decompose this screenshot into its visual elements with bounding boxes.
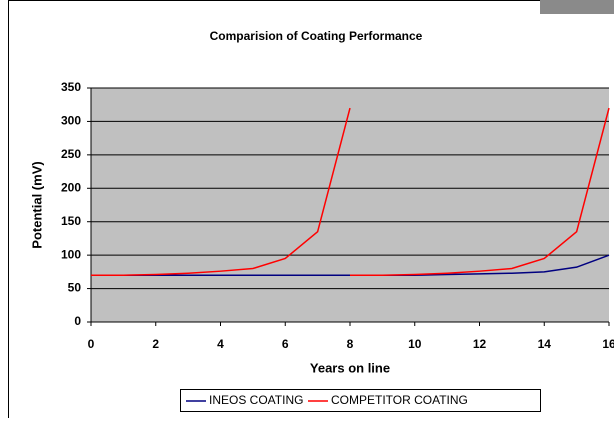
- chart-title: Comparision of Coating Performance: [210, 29, 423, 43]
- x-tick-label: 4: [217, 337, 224, 351]
- y-axis-title: Potential (mV): [29, 161, 44, 248]
- y-tick-label: 350: [61, 80, 81, 94]
- x-axis-title: Years on line: [310, 360, 390, 375]
- x-tick-label: 2: [152, 337, 159, 351]
- x-tick-label: 14: [538, 337, 552, 351]
- legend-label: INEOS COATING: [209, 393, 303, 407]
- x-tick-label: 10: [408, 337, 422, 351]
- x-tick-label: 6: [282, 337, 289, 351]
- y-tick-label: 100: [61, 247, 81, 261]
- x-tick-label: 12: [473, 337, 487, 351]
- y-tick-label: 0: [74, 314, 81, 328]
- plot-area: [91, 88, 609, 322]
- x-tick-label: 16: [602, 337, 614, 351]
- y-tick-label: 150: [61, 214, 81, 228]
- y-tick-label: 50: [68, 281, 82, 295]
- y-tick-label: 250: [61, 147, 81, 161]
- y-tick-label: 300: [61, 114, 81, 128]
- background-image-fragment: [540, 0, 614, 14]
- legend-label: COMPETITOR COATING: [331, 393, 468, 407]
- x-tick-label: 0: [88, 337, 95, 351]
- y-tick-label: 200: [61, 180, 81, 194]
- x-tick-label: 8: [347, 337, 354, 351]
